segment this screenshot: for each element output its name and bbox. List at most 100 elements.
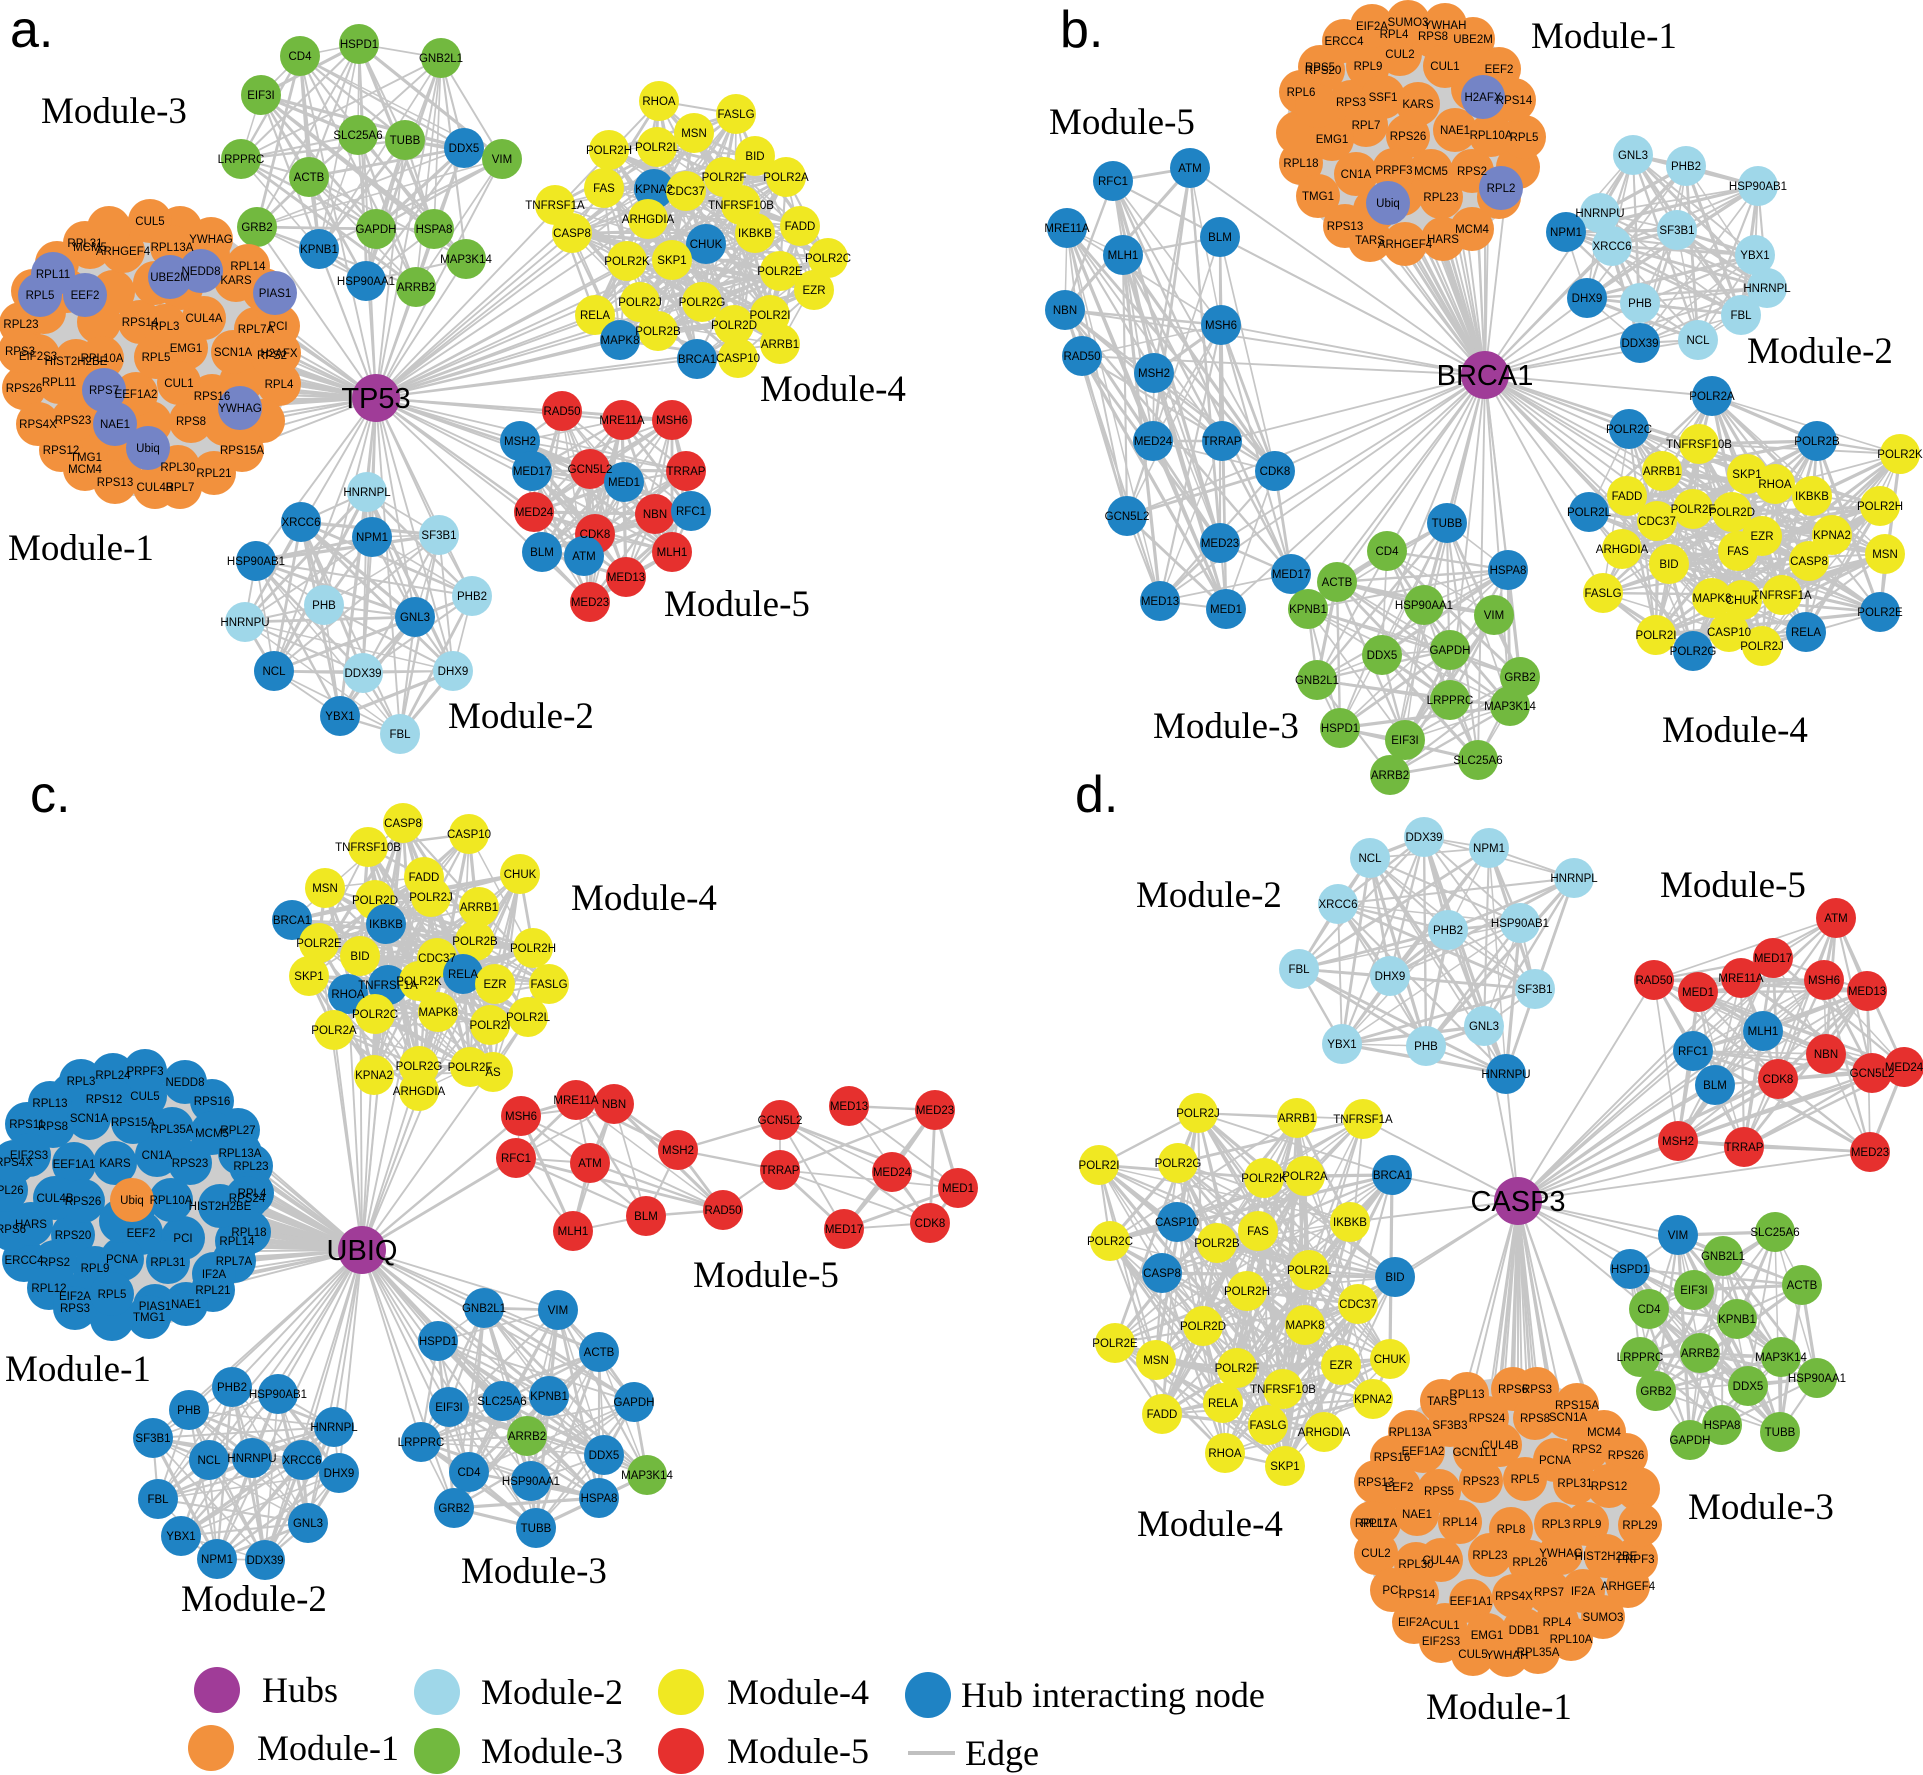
svg-text:RPL13A: RPL13A	[1389, 1427, 1432, 1439]
svg-text:GNL3: GNL3	[1469, 1021, 1499, 1033]
svg-text:FAS: FAS	[1727, 546, 1749, 558]
svg-text:RPL13A: RPL13A	[219, 1148, 262, 1160]
svg-text:RPL26: RPL26	[0, 1185, 24, 1197]
svg-text:TUBB: TUBB	[390, 135, 421, 147]
svg-text:PHB: PHB	[1628, 298, 1652, 310]
svg-text:GRB2: GRB2	[1504, 672, 1535, 684]
svg-text:Module-5: Module-5	[727, 1731, 869, 1771]
svg-text:POLR2A: POLR2A	[311, 1025, 357, 1037]
svg-text:POLR2I: POLR2I	[1079, 1160, 1120, 1172]
svg-text:RPL9: RPL9	[81, 1263, 110, 1275]
svg-text:RPS3: RPS3	[5, 346, 35, 358]
svg-text:POLR2J: POLR2J	[1740, 641, 1783, 653]
svg-text:MED23: MED23	[1201, 538, 1239, 550]
svg-text:POLR2D: POLR2D	[1180, 1321, 1226, 1333]
svg-text:HNRNPL: HNRNPL	[343, 487, 391, 499]
svg-text:GNL3: GNL3	[293, 1518, 323, 1530]
svg-text:IF2A: IF2A	[1571, 1586, 1596, 1598]
svg-text:BLM: BLM	[530, 547, 554, 559]
svg-text:Module-2: Module-2	[1747, 331, 1893, 372]
svg-text:SF3B1: SF3B1	[421, 530, 456, 542]
svg-text:BRCA1: BRCA1	[1373, 1170, 1411, 1182]
svg-text:MED24: MED24	[515, 507, 554, 519]
svg-text:Module-2: Module-2	[1136, 875, 1282, 916]
svg-text:ERCC4: ERCC4	[1325, 36, 1365, 48]
svg-text:NCL: NCL	[1358, 853, 1382, 865]
svg-text:YBX1: YBX1	[1327, 1039, 1356, 1051]
svg-text:KPNA2: KPNA2	[1354, 1394, 1392, 1406]
svg-text:MED17: MED17	[513, 466, 551, 478]
svg-text:ARRB1: ARRB1	[1643, 466, 1681, 478]
svg-text:IKBKB: IKBKB	[1333, 1217, 1367, 1229]
svg-text:LRPPRC: LRPPRC	[218, 154, 265, 166]
svg-text:MSN: MSN	[1872, 549, 1898, 561]
svg-text:Module-3: Module-3	[1688, 1487, 1834, 1528]
svg-text:ATM: ATM	[1824, 913, 1847, 925]
svg-text:MSH6: MSH6	[1205, 320, 1237, 332]
svg-text:POLR2J: POLR2J	[409, 892, 452, 904]
svg-text:POLR2L: POLR2L	[506, 1012, 551, 1024]
svg-text:CUL5: CUL5	[135, 216, 164, 228]
svg-text:POLR2L: POLR2L	[635, 142, 680, 154]
svg-text:TNFRSF10B: TNFRSF10B	[708, 200, 774, 212]
svg-text:FBL: FBL	[1730, 310, 1752, 322]
svg-text:GRB2: GRB2	[1640, 1386, 1671, 1398]
svg-text:ARRB2: ARRB2	[508, 1431, 546, 1443]
svg-text:DDX39: DDX39	[1621, 338, 1658, 350]
svg-text:GCN5L2: GCN5L2	[1850, 1068, 1895, 1080]
svg-text:CUL2: CUL2	[1361, 1548, 1390, 1560]
svg-text:CD4: CD4	[1375, 546, 1399, 558]
svg-text:POLR2F: POLR2F	[702, 172, 747, 184]
svg-text:SSF1: SSF1	[1369, 92, 1398, 104]
svg-text:RPL4: RPL4	[238, 1188, 267, 1200]
svg-text:NCL: NCL	[262, 666, 286, 678]
svg-text:RPL13A: RPL13A	[151, 242, 194, 254]
svg-text:Module-5: Module-5	[693, 1255, 839, 1296]
svg-text:EIF3I: EIF3I	[1680, 1285, 1707, 1297]
svg-text:NPM1: NPM1	[1473, 843, 1505, 855]
svg-text:TP53: TP53	[341, 383, 410, 415]
svg-text:RPL9: RPL9	[1354, 61, 1383, 73]
svg-text:Module-1: Module-1	[1426, 1687, 1572, 1728]
svg-text:ARHGDIA: ARHGDIA	[1298, 1427, 1351, 1439]
svg-text:EZR: EZR	[1751, 531, 1774, 543]
svg-text:UBE2M: UBE2M	[1453, 34, 1493, 46]
svg-text:POLR2A: POLR2A	[1689, 391, 1735, 403]
svg-text:RPS15A: RPS15A	[1555, 1400, 1599, 1412]
svg-text:CDK8: CDK8	[1260, 466, 1291, 478]
svg-text:KARS: KARS	[1402, 99, 1434, 111]
svg-text:RPL18: RPL18	[1283, 158, 1318, 170]
svg-text:RPL3: RPL3	[67, 1076, 96, 1088]
svg-text:RPL7A: RPL7A	[1361, 1518, 1398, 1530]
svg-text:SF3B1: SF3B1	[1659, 225, 1694, 237]
svg-text:CUL4A: CUL4A	[185, 313, 222, 325]
svg-text:Module-1: Module-1	[8, 528, 154, 569]
svg-text:HSP90AA1: HSP90AA1	[502, 1476, 560, 1488]
svg-text:CUL5: CUL5	[1458, 1649, 1487, 1661]
svg-text:RPL30: RPL30	[160, 462, 195, 474]
svg-text:POLR2K: POLR2K	[604, 256, 650, 268]
svg-text:VIM: VIM	[1668, 1230, 1688, 1242]
svg-text:GCN5L2: GCN5L2	[568, 464, 613, 476]
svg-text:EMG1: EMG1	[1316, 134, 1349, 146]
svg-text:POLR2L: POLR2L	[1287, 1265, 1332, 1277]
svg-text:FAS: FAS	[593, 183, 615, 195]
svg-text:CUL1: CUL1	[1430, 1620, 1459, 1632]
svg-text:MLH1: MLH1	[657, 547, 688, 559]
svg-text:NBN: NBN	[602, 1099, 626, 1111]
svg-text:RPS8: RPS8	[1520, 1413, 1550, 1425]
svg-text:POLR2H: POLR2H	[1857, 501, 1903, 513]
svg-text:RPL11: RPL11	[36, 269, 70, 281]
svg-text:RPL26: RPL26	[1512, 1557, 1547, 1569]
svg-text:SLC25A6: SLC25A6	[333, 130, 382, 142]
svg-text:MCM4: MCM4	[68, 464, 102, 476]
svg-text:RHOA: RHOA	[1208, 1448, 1242, 1460]
svg-text:ARRB2: ARRB2	[1371, 770, 1409, 782]
svg-text:RPS26: RPS26	[1608, 1450, 1644, 1462]
svg-text:RPL7: RPL7	[1352, 120, 1381, 132]
svg-text:RPS7: RPS7	[89, 385, 119, 397]
svg-text:RPS3: RPS3	[1522, 1384, 1552, 1396]
svg-text:RPS3: RPS3	[1336, 97, 1366, 109]
svg-text:XRCC6: XRCC6	[283, 1455, 322, 1467]
svg-text:MRE11A: MRE11A	[599, 415, 644, 427]
